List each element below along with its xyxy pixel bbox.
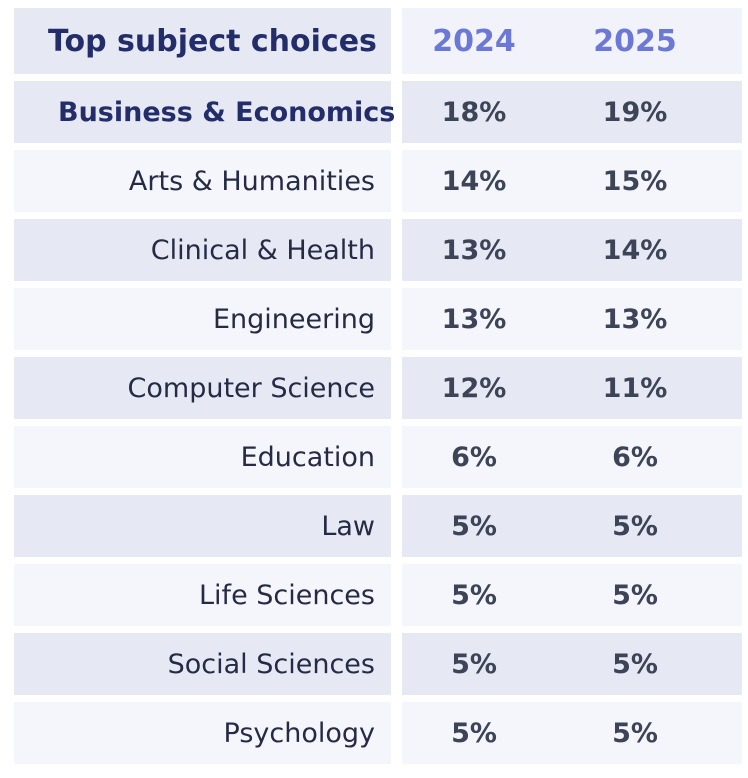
row-values: 5% 5%: [402, 702, 742, 764]
value-2025: 14%: [602, 234, 668, 266]
value-2024: 5%: [451, 717, 497, 749]
value-2025: 6%: [612, 441, 658, 473]
row-values: 5% 5%: [402, 633, 742, 695]
value-2024: 6%: [451, 441, 497, 473]
table-row: Psychology 5% 5%: [14, 702, 742, 764]
value-2025: 13%: [602, 303, 668, 335]
row-label: Psychology: [14, 702, 391, 764]
table-row: Arts & Humanities 14% 15%: [14, 150, 742, 212]
value-2025: 11%: [602, 372, 668, 404]
value-2024: 5%: [451, 510, 497, 542]
value-2025: 5%: [612, 579, 658, 611]
table-row: Life Sciences 5% 5%: [14, 564, 742, 626]
row-label: Engineering: [14, 288, 391, 350]
value-2024: 5%: [451, 648, 497, 680]
year-header-cells: 2024 2025: [402, 8, 742, 74]
value-2025: 5%: [612, 510, 658, 542]
column-header-2024: 2024: [432, 23, 516, 59]
row-label: Law: [14, 495, 391, 557]
value-2024: 13%: [441, 234, 507, 266]
table-row: Computer Science 12% 11%: [14, 357, 742, 419]
row-values: 5% 5%: [402, 495, 742, 557]
column-header-2025: 2025: [593, 23, 677, 59]
table-row: Education 6% 6%: [14, 426, 742, 488]
table-row: Engineering 13% 13%: [14, 288, 742, 350]
value-2025: 15%: [602, 165, 668, 197]
value-2024: 14%: [441, 165, 507, 197]
row-label: Arts & Humanities: [14, 150, 391, 212]
table-row: Clinical & Health 13% 14%: [14, 219, 742, 281]
row-label: Computer Science: [14, 357, 391, 419]
row-values: 18% 19%: [402, 81, 742, 143]
row-values: 5% 5%: [402, 564, 742, 626]
table-title: Top subject choices: [14, 8, 391, 74]
row-values: 13% 13%: [402, 288, 742, 350]
row-values: 14% 15%: [402, 150, 742, 212]
value-2025: 19%: [602, 96, 668, 128]
row-values: 6% 6%: [402, 426, 742, 488]
row-label: Social Sciences: [14, 633, 391, 695]
value-2025: 5%: [612, 648, 658, 680]
table-header-row: Top subject choices 2024 2025: [14, 8, 742, 74]
value-2024: 13%: [441, 303, 507, 335]
row-values: 12% 11%: [402, 357, 742, 419]
value-2024: 12%: [441, 372, 507, 404]
row-values: 13% 14%: [402, 219, 742, 281]
subject-choices-table: Top subject choices 2024 2025 Business &…: [14, 8, 742, 771]
table-row: Law 5% 5%: [14, 495, 742, 557]
table-row: Social Sciences 5% 5%: [14, 633, 742, 695]
value-2025: 5%: [612, 717, 658, 749]
value-2024: 18%: [441, 96, 507, 128]
row-label: Life Sciences: [14, 564, 391, 626]
row-label: Clinical & Health: [14, 219, 391, 281]
row-label: Business & Economics: [14, 81, 395, 143]
table-row: Business & Economics 18% 19%: [14, 81, 742, 143]
value-2024: 5%: [451, 579, 497, 611]
row-label: Education: [14, 426, 391, 488]
